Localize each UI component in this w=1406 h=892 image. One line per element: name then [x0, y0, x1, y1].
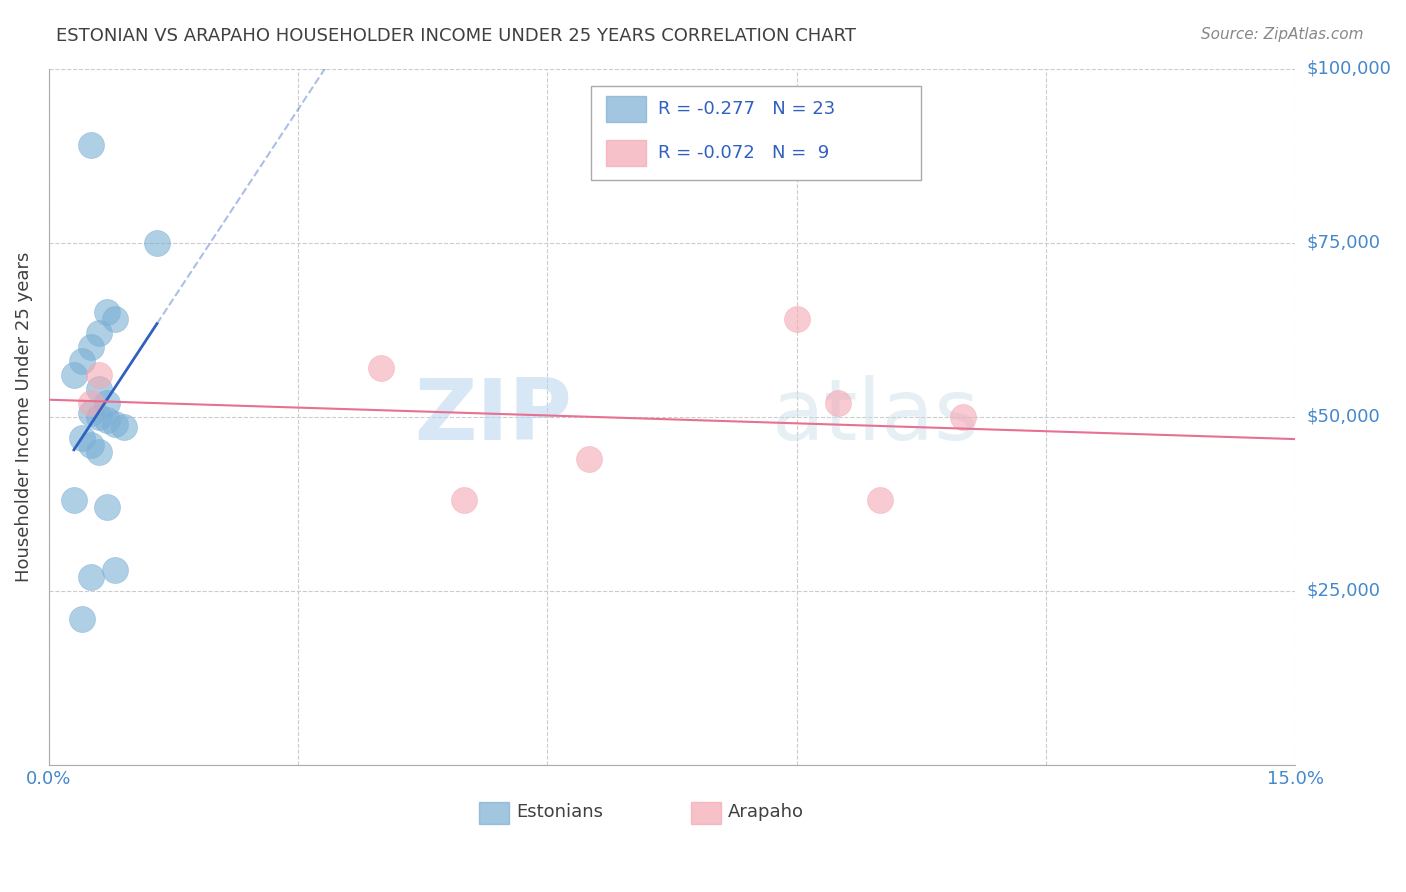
Point — [453, 493, 475, 508]
Bar — [479, 802, 509, 824]
Text: atlas: atlas — [772, 376, 980, 458]
Point — [112, 420, 135, 434]
Point — [786, 312, 808, 326]
Point — [63, 368, 86, 382]
Point — [96, 500, 118, 515]
Point — [79, 438, 101, 452]
Y-axis label: Householder Income Under 25 years: Householder Income Under 25 years — [15, 252, 32, 582]
Text: R = -0.277   N = 23: R = -0.277 N = 23 — [658, 100, 835, 118]
FancyBboxPatch shape — [591, 86, 921, 180]
Point — [827, 396, 849, 410]
Text: ZIP: ZIP — [415, 376, 572, 458]
Point — [578, 451, 600, 466]
Bar — [606, 140, 645, 166]
Bar — [690, 802, 721, 824]
Point — [87, 409, 110, 424]
Text: Source: ZipAtlas.com: Source: ZipAtlas.com — [1201, 27, 1364, 42]
Point — [370, 361, 392, 376]
Text: Arapaho: Arapaho — [728, 804, 804, 822]
Point — [70, 354, 93, 368]
Point — [96, 396, 118, 410]
Point — [87, 444, 110, 458]
Text: Estonians: Estonians — [516, 804, 603, 822]
Point — [87, 368, 110, 382]
Point — [63, 493, 86, 508]
Text: $100,000: $100,000 — [1306, 60, 1391, 78]
Point — [952, 409, 974, 424]
Text: $75,000: $75,000 — [1306, 234, 1381, 252]
Point — [79, 396, 101, 410]
Point — [104, 563, 127, 577]
Text: $25,000: $25,000 — [1306, 582, 1381, 600]
Point — [96, 305, 118, 319]
Bar — [606, 95, 645, 122]
Text: $50,000: $50,000 — [1306, 408, 1379, 425]
Point — [70, 612, 93, 626]
Point — [869, 493, 891, 508]
Point — [96, 413, 118, 427]
Point — [79, 138, 101, 153]
Point — [87, 382, 110, 396]
Text: R = -0.072   N =  9: R = -0.072 N = 9 — [658, 144, 830, 161]
Point — [87, 326, 110, 341]
Point — [146, 235, 169, 250]
Point — [70, 431, 93, 445]
Point — [104, 417, 127, 431]
Point — [79, 406, 101, 420]
Point — [79, 340, 101, 354]
Point — [79, 570, 101, 584]
Point — [104, 312, 127, 326]
Text: ESTONIAN VS ARAPAHO HOUSEHOLDER INCOME UNDER 25 YEARS CORRELATION CHART: ESTONIAN VS ARAPAHO HOUSEHOLDER INCOME U… — [56, 27, 856, 45]
